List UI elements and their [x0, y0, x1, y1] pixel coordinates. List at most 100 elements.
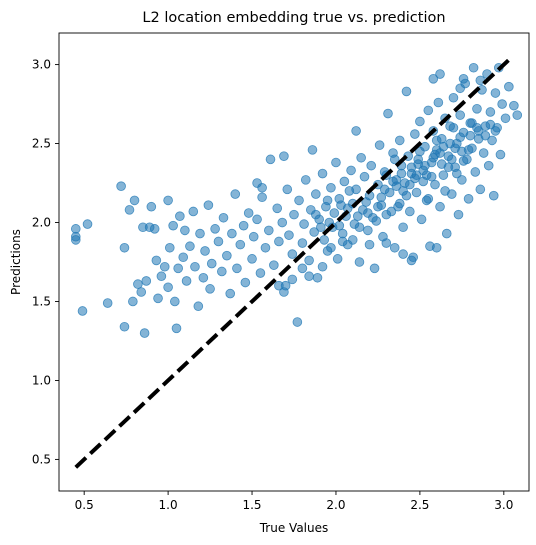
- data-point: [311, 189, 321, 199]
- data-point: [472, 104, 482, 114]
- x-tick-label: 2.0: [326, 498, 345, 512]
- data-point: [431, 242, 442, 253]
- data-point: [287, 274, 298, 285]
- data-point: [156, 271, 167, 282]
- x-tick-label: 1.5: [242, 498, 261, 512]
- data-point: [443, 162, 454, 173]
- data-point: [351, 126, 361, 136]
- data-point: [430, 179, 440, 190]
- data-point: [401, 190, 412, 201]
- data-point: [257, 192, 267, 203]
- data-point: [206, 258, 217, 269]
- data-point: [171, 323, 182, 334]
- data-point: [455, 132, 465, 143]
- data-point: [415, 146, 425, 157]
- x-tick-label: 2.5: [410, 498, 429, 512]
- data-point: [430, 149, 440, 160]
- data-point: [337, 228, 348, 239]
- data-point: [279, 151, 289, 161]
- data-point: [374, 140, 385, 150]
- x-axis-ticks: 0.5 1.0 1.5 2.0 2.5 3.0: [75, 491, 513, 512]
- data-point: [312, 272, 323, 283]
- data-point: [243, 208, 254, 218]
- data-point: [337, 236, 348, 247]
- data-point: [388, 176, 398, 187]
- data-point: [366, 160, 377, 171]
- data-point: [455, 110, 465, 120]
- data-point: [300, 175, 311, 185]
- data-point: [455, 83, 465, 94]
- data-point: [149, 224, 160, 234]
- data-point: [398, 222, 408, 233]
- data-point: [129, 195, 140, 206]
- data-point: [453, 209, 464, 220]
- data-point: [423, 105, 434, 116]
- data-point: [463, 194, 474, 204]
- data-point: [70, 224, 81, 234]
- data-point: [450, 143, 460, 154]
- data-point: [316, 222, 326, 233]
- data-point: [433, 97, 444, 108]
- data-point: [309, 227, 319, 237]
- data-point: [435, 69, 445, 79]
- x-tick-label: 3.0: [494, 498, 513, 512]
- data-point: [490, 126, 501, 136]
- data-point: [119, 321, 130, 332]
- plot-frame: [58, 32, 530, 492]
- data-point: [428, 74, 439, 84]
- x-tick-label: 1.0: [159, 498, 178, 512]
- data-point: [394, 198, 405, 209]
- data-point: [248, 231, 259, 242]
- data-point: [413, 159, 424, 169]
- data-point: [468, 62, 479, 73]
- data-point: [163, 282, 173, 293]
- data-point: [326, 242, 336, 253]
- data-point: [363, 208, 373, 218]
- data-point: [448, 92, 459, 103]
- data-point: [364, 239, 375, 250]
- data-point: [232, 263, 242, 274]
- data-point: [396, 168, 407, 179]
- data-point: [497, 99, 507, 109]
- data-point: [478, 148, 489, 158]
- data-point: [159, 261, 170, 272]
- data-point: [317, 168, 328, 179]
- data-point: [334, 220, 345, 231]
- data-point: [405, 179, 415, 190]
- data-point: [463, 145, 474, 155]
- data-point: [386, 206, 397, 217]
- y-tick-label: 0.5: [32, 452, 51, 466]
- data-point: [151, 255, 162, 266]
- x-axis-label: True Values: [259, 521, 329, 535]
- data-point: [247, 254, 257, 264]
- data-point: [452, 168, 462, 179]
- data-point: [304, 271, 314, 282]
- data-point: [307, 145, 318, 155]
- data-point: [485, 107, 496, 117]
- data-point: [274, 280, 284, 291]
- data-point: [265, 154, 276, 165]
- data-point: [373, 201, 383, 212]
- data-point: [311, 209, 321, 220]
- data-point: [195, 228, 205, 239]
- data-point: [299, 219, 309, 229]
- data-point: [438, 170, 449, 180]
- data-point: [331, 157, 341, 168]
- data-point: [458, 74, 469, 84]
- data-point: [260, 242, 271, 253]
- data-point: [352, 211, 363, 222]
- data-point: [193, 301, 204, 312]
- data-point: [339, 176, 350, 187]
- data-point: [304, 255, 314, 266]
- data-point: [458, 156, 469, 166]
- y-tick-label: 2.5: [32, 137, 51, 151]
- data-point: [188, 206, 199, 217]
- data-point: [190, 261, 200, 272]
- data-point: [465, 130, 476, 141]
- data-point: [124, 205, 135, 215]
- data-point: [264, 225, 274, 236]
- data-point: [329, 208, 340, 218]
- data-point: [164, 242, 175, 253]
- data-point: [230, 189, 241, 199]
- data-point: [257, 182, 267, 193]
